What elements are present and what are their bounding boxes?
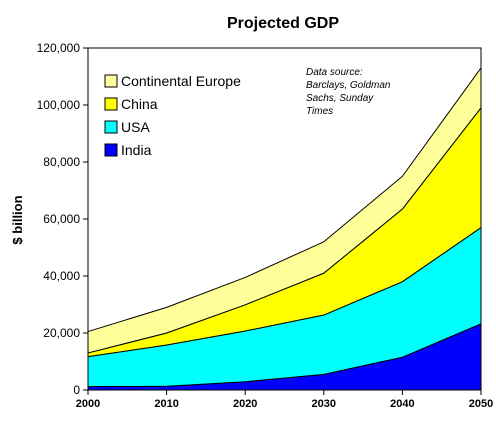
chart-title: Projected GDP — [227, 15, 339, 32]
data-source-line: Times — [306, 106, 333, 117]
y-axis-label: $ billion — [10, 195, 25, 244]
x-tick-label: 2030 — [312, 398, 336, 410]
legend-label: China — [121, 96, 158, 112]
legend-label: India — [121, 142, 152, 158]
legend-swatch — [104, 120, 118, 134]
y-tick-label: 0 — [73, 383, 80, 397]
legend-label: USA — [121, 119, 150, 135]
legend-swatch — [104, 97, 118, 111]
legend-label: Continental Europe — [121, 73, 241, 89]
x-tick-label: 2010 — [154, 398, 178, 410]
axes: 0 20,000 40,000 60,000 80,000 100,000 120,000 2… — [37, 41, 494, 410]
y-tick-label: 40,000 — [43, 269, 80, 283]
y-tick-label: 100,000 — [37, 98, 81, 112]
x-tick-label: 2000 — [76, 398, 100, 410]
data-source-line: Data source: — [306, 67, 363, 78]
legend-swatch — [104, 143, 118, 157]
plot-area — [87, 67, 482, 391]
data-source-line: Barclays, Goldman — [306, 80, 391, 91]
legend-swatch — [104, 74, 118, 88]
y-tick-label: 60,000 — [43, 212, 80, 226]
legend: Continental Europe China USA India — [104, 73, 241, 158]
y-tick-label: 80,000 — [43, 155, 80, 169]
x-tick-label: 2020 — [233, 398, 257, 410]
x-tick-label: 2040 — [390, 398, 414, 410]
y-tick-label: 120,000 — [37, 41, 81, 55]
x-tick-label: 2050 — [469, 398, 493, 410]
y-tick-label: 20,000 — [43, 326, 80, 340]
data-source-note: Data source: Barclays, Goldman Sachs, Sund… — [306, 67, 391, 117]
data-source-line: Sachs, Sunday — [306, 93, 374, 104]
